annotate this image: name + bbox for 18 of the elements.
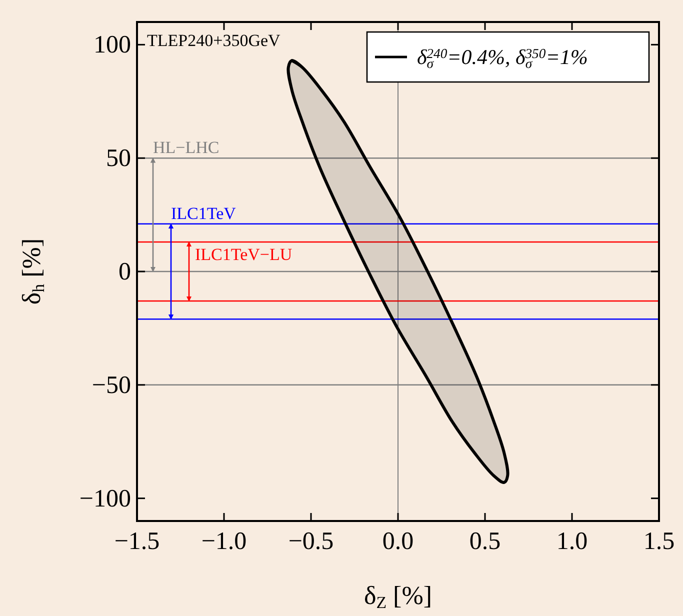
ref-line-label: ILC1TeV <box>171 204 237 223</box>
x-axis-title: δ$_{Z}$ [%] <box>364 581 432 612</box>
y-tick-label: −100 <box>79 485 131 512</box>
x-tick-label: −1.0 <box>201 528 247 555</box>
x-tick-label: −1.5 <box>114 528 160 555</box>
x-tick-label: 0.0 <box>382 528 414 555</box>
x-tick-label: −0.5 <box>288 528 334 555</box>
y-tick-label: 50 <box>106 145 131 172</box>
y-tick-label: 100 <box>94 32 131 59</box>
x-tick-label: 1.5 <box>643 528 675 555</box>
y-tick-label: −50 <box>92 372 131 399</box>
x-tick-label: 1.0 <box>556 528 588 555</box>
y-tick-label: 0 <box>118 258 131 286</box>
x-tick-label: 0.5 <box>469 528 501 555</box>
ref-line-label: ILC1TeV−LU <box>195 245 292 264</box>
annotation: TLEP240+350GeV <box>147 31 282 50</box>
ref-line-label: HL−LHC <box>153 138 220 158</box>
legend-label: δ$_{σ}$$^{240}$=0.4%, δ$_{σ}$$^{350}$=1% <box>417 45 588 70</box>
